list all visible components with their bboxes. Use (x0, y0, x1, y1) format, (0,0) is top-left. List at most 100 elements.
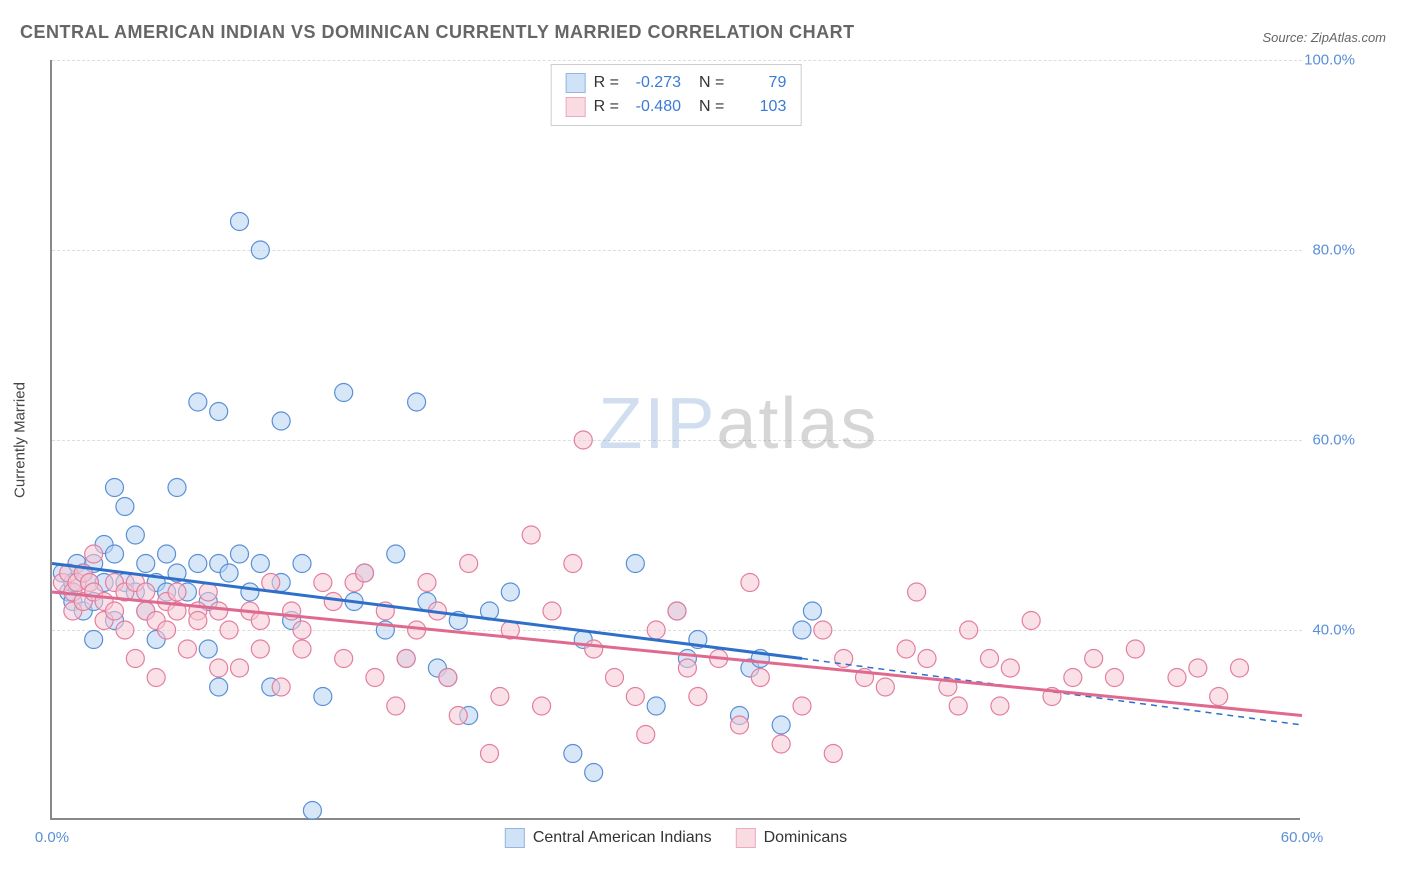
data-point (85, 545, 103, 563)
data-point (564, 555, 582, 573)
data-point (574, 431, 592, 449)
data-point (803, 602, 821, 620)
data-point (397, 650, 415, 668)
correlation-legend: R = -0.273 N = 79 R = -0.480 N = 103 (551, 64, 802, 126)
data-point (387, 697, 405, 715)
data-point (314, 574, 332, 592)
source-attribution: Source: ZipAtlas.com (1262, 30, 1386, 45)
y-tick-label: 40.0% (1312, 622, 1355, 639)
data-point (262, 574, 280, 592)
data-point (626, 555, 644, 573)
x-tick-label: 0.0% (35, 829, 69, 846)
swatch-dom (566, 97, 586, 117)
plot-area: 40.0%60.0%80.0%100.0% ZIPatlas R = -0.27… (50, 60, 1300, 820)
data-point (210, 678, 228, 696)
data-point (293, 555, 311, 573)
n-value-dom: 103 (736, 95, 786, 119)
y-axis-label: Currently Married (12, 382, 29, 498)
data-point (460, 555, 478, 573)
data-point (85, 631, 103, 649)
data-point (210, 403, 228, 421)
data-point (126, 526, 144, 544)
data-point (335, 650, 353, 668)
data-point (793, 621, 811, 639)
data-point (793, 697, 811, 715)
data-point (220, 564, 238, 582)
data-point (741, 574, 759, 592)
data-point (991, 697, 1009, 715)
data-point (189, 393, 207, 411)
data-point (689, 688, 707, 706)
data-point (824, 745, 842, 763)
correlation-row-cai: R = -0.273 N = 79 (566, 71, 787, 95)
data-point (1085, 650, 1103, 668)
data-point (606, 669, 624, 687)
data-point (116, 621, 134, 639)
data-point (1001, 659, 1019, 677)
data-point (106, 545, 124, 563)
data-point (335, 384, 353, 402)
r-value-cai: -0.273 (631, 71, 681, 95)
data-point (199, 583, 217, 601)
data-point (137, 555, 155, 573)
data-point (1064, 669, 1082, 687)
data-point (647, 621, 665, 639)
data-point (199, 640, 217, 658)
legend-label-cai: Central American Indians (533, 829, 712, 847)
r-label: R = (594, 71, 619, 95)
data-point (106, 479, 124, 497)
data-point (178, 640, 196, 658)
data-point (314, 688, 332, 706)
data-point (241, 583, 259, 601)
data-point (137, 583, 155, 601)
legend-label-dom: Dominicans (764, 829, 848, 847)
data-point (168, 583, 186, 601)
data-point (272, 678, 290, 696)
data-point (731, 716, 749, 734)
data-point (158, 545, 176, 563)
data-point (1022, 612, 1040, 630)
data-point (231, 659, 249, 677)
data-point (293, 640, 311, 658)
chart-container: Currently Married 40.0%60.0%80.0%100.0% … (50, 60, 1360, 820)
data-point (220, 621, 238, 639)
y-tick-label: 100.0% (1304, 52, 1355, 69)
data-point (272, 412, 290, 430)
data-point (1106, 669, 1124, 687)
data-point (564, 745, 582, 763)
legend-item-dom: Dominicans (736, 828, 848, 848)
data-point (168, 479, 186, 497)
n-value-cai: 79 (736, 71, 786, 95)
x-tick-label: 60.0% (1281, 829, 1324, 846)
n-label: N = (699, 95, 724, 119)
data-point (251, 241, 269, 259)
data-point (210, 602, 228, 620)
legend-item-cai: Central American Indians (505, 828, 712, 848)
data-point (449, 707, 467, 725)
data-point (387, 545, 405, 563)
data-point (897, 640, 915, 658)
swatch-cai (505, 828, 525, 848)
data-point (356, 564, 374, 582)
data-point (158, 621, 176, 639)
data-point (501, 583, 519, 601)
data-point (210, 659, 228, 677)
data-point (189, 612, 207, 630)
chart-title: CENTRAL AMERICAN INDIAN VS DOMINICAN CUR… (20, 22, 855, 43)
data-point (772, 716, 790, 734)
data-point (491, 688, 509, 706)
y-tick-label: 60.0% (1312, 432, 1355, 449)
data-point (1168, 669, 1186, 687)
y-tick-label: 80.0% (1312, 242, 1355, 259)
data-point (678, 659, 696, 677)
data-point (876, 678, 894, 696)
data-point (960, 621, 978, 639)
data-point (637, 726, 655, 744)
data-point (918, 650, 936, 668)
data-point (585, 764, 603, 782)
data-point (981, 650, 999, 668)
data-point (231, 213, 249, 231)
r-label: R = (594, 95, 619, 119)
data-point (324, 593, 342, 611)
data-point (533, 697, 551, 715)
